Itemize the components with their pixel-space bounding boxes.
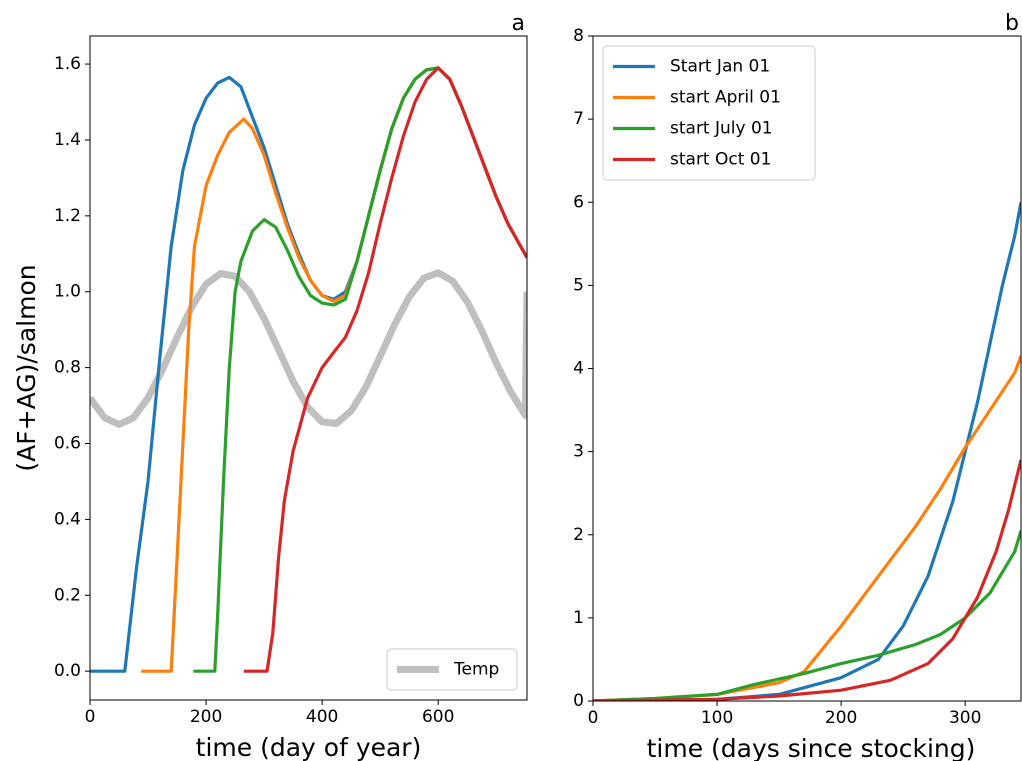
series-line bbox=[593, 202, 1021, 701]
panel-title: a bbox=[512, 11, 525, 36]
legend-label: start Oct 01 bbox=[670, 150, 771, 170]
series-line bbox=[141, 66, 527, 673]
y-tick-label: 0 bbox=[573, 691, 584, 711]
legend-box bbox=[602, 45, 816, 181]
x-tick-label: 0 bbox=[588, 708, 599, 728]
y-tick-label: 3 bbox=[573, 442, 584, 462]
y-tick-label: 7 bbox=[573, 109, 584, 129]
y-tick-label: 1.0 bbox=[54, 282, 81, 302]
y-tick-label: 1.6 bbox=[54, 54, 81, 74]
series-line bbox=[90, 269, 527, 428]
x-tick-label: 200 bbox=[190, 707, 222, 727]
series-line bbox=[193, 66, 527, 673]
x-tick-label: 200 bbox=[825, 708, 857, 728]
x-tick-label: 600 bbox=[422, 707, 454, 727]
x-tick-label: 100 bbox=[701, 708, 733, 728]
legend-label: start April 01 bbox=[670, 88, 781, 108]
y-tick-label: 8 bbox=[573, 26, 584, 46]
axes-frame bbox=[89, 35, 528, 701]
y-tick-label: 1.2 bbox=[54, 206, 81, 226]
panel-title: b bbox=[1005, 11, 1019, 36]
x-axis-label: time (day of year) bbox=[196, 733, 422, 761]
legend-box bbox=[386, 648, 518, 691]
series-line bbox=[593, 530, 1021, 701]
x-tick-label: 0 bbox=[85, 707, 96, 727]
x-tick-label: 300 bbox=[949, 708, 981, 728]
y-tick-label: 0.2 bbox=[54, 585, 81, 605]
x-axis-label: time (days since stocking) bbox=[647, 734, 976, 761]
y-axis-label: (AF+AG)/salmon bbox=[12, 264, 41, 471]
y-tick-label: 2 bbox=[573, 525, 584, 545]
y-tick-label: 0.4 bbox=[54, 509, 81, 529]
y-tick-label: 0.6 bbox=[54, 434, 81, 454]
series-line bbox=[593, 459, 1021, 701]
y-tick-label: 0.0 bbox=[54, 661, 81, 681]
legend-label: Temp bbox=[453, 660, 499, 680]
series-line bbox=[90, 66, 527, 673]
x-tick-label: 400 bbox=[306, 707, 338, 727]
y-tick-label: 1 bbox=[573, 608, 584, 628]
series-line bbox=[593, 355, 1021, 701]
legend-label: Start Jan 01 bbox=[670, 57, 770, 77]
y-tick-label: 6 bbox=[573, 192, 584, 212]
y-tick-label: 1.4 bbox=[54, 130, 81, 150]
y-tick-label: 0.8 bbox=[54, 358, 81, 378]
legend-label: start July 01 bbox=[670, 119, 773, 139]
y-tick-label: 4 bbox=[573, 359, 584, 379]
y-tick-label: 5 bbox=[573, 275, 584, 295]
series-line bbox=[243, 66, 527, 673]
